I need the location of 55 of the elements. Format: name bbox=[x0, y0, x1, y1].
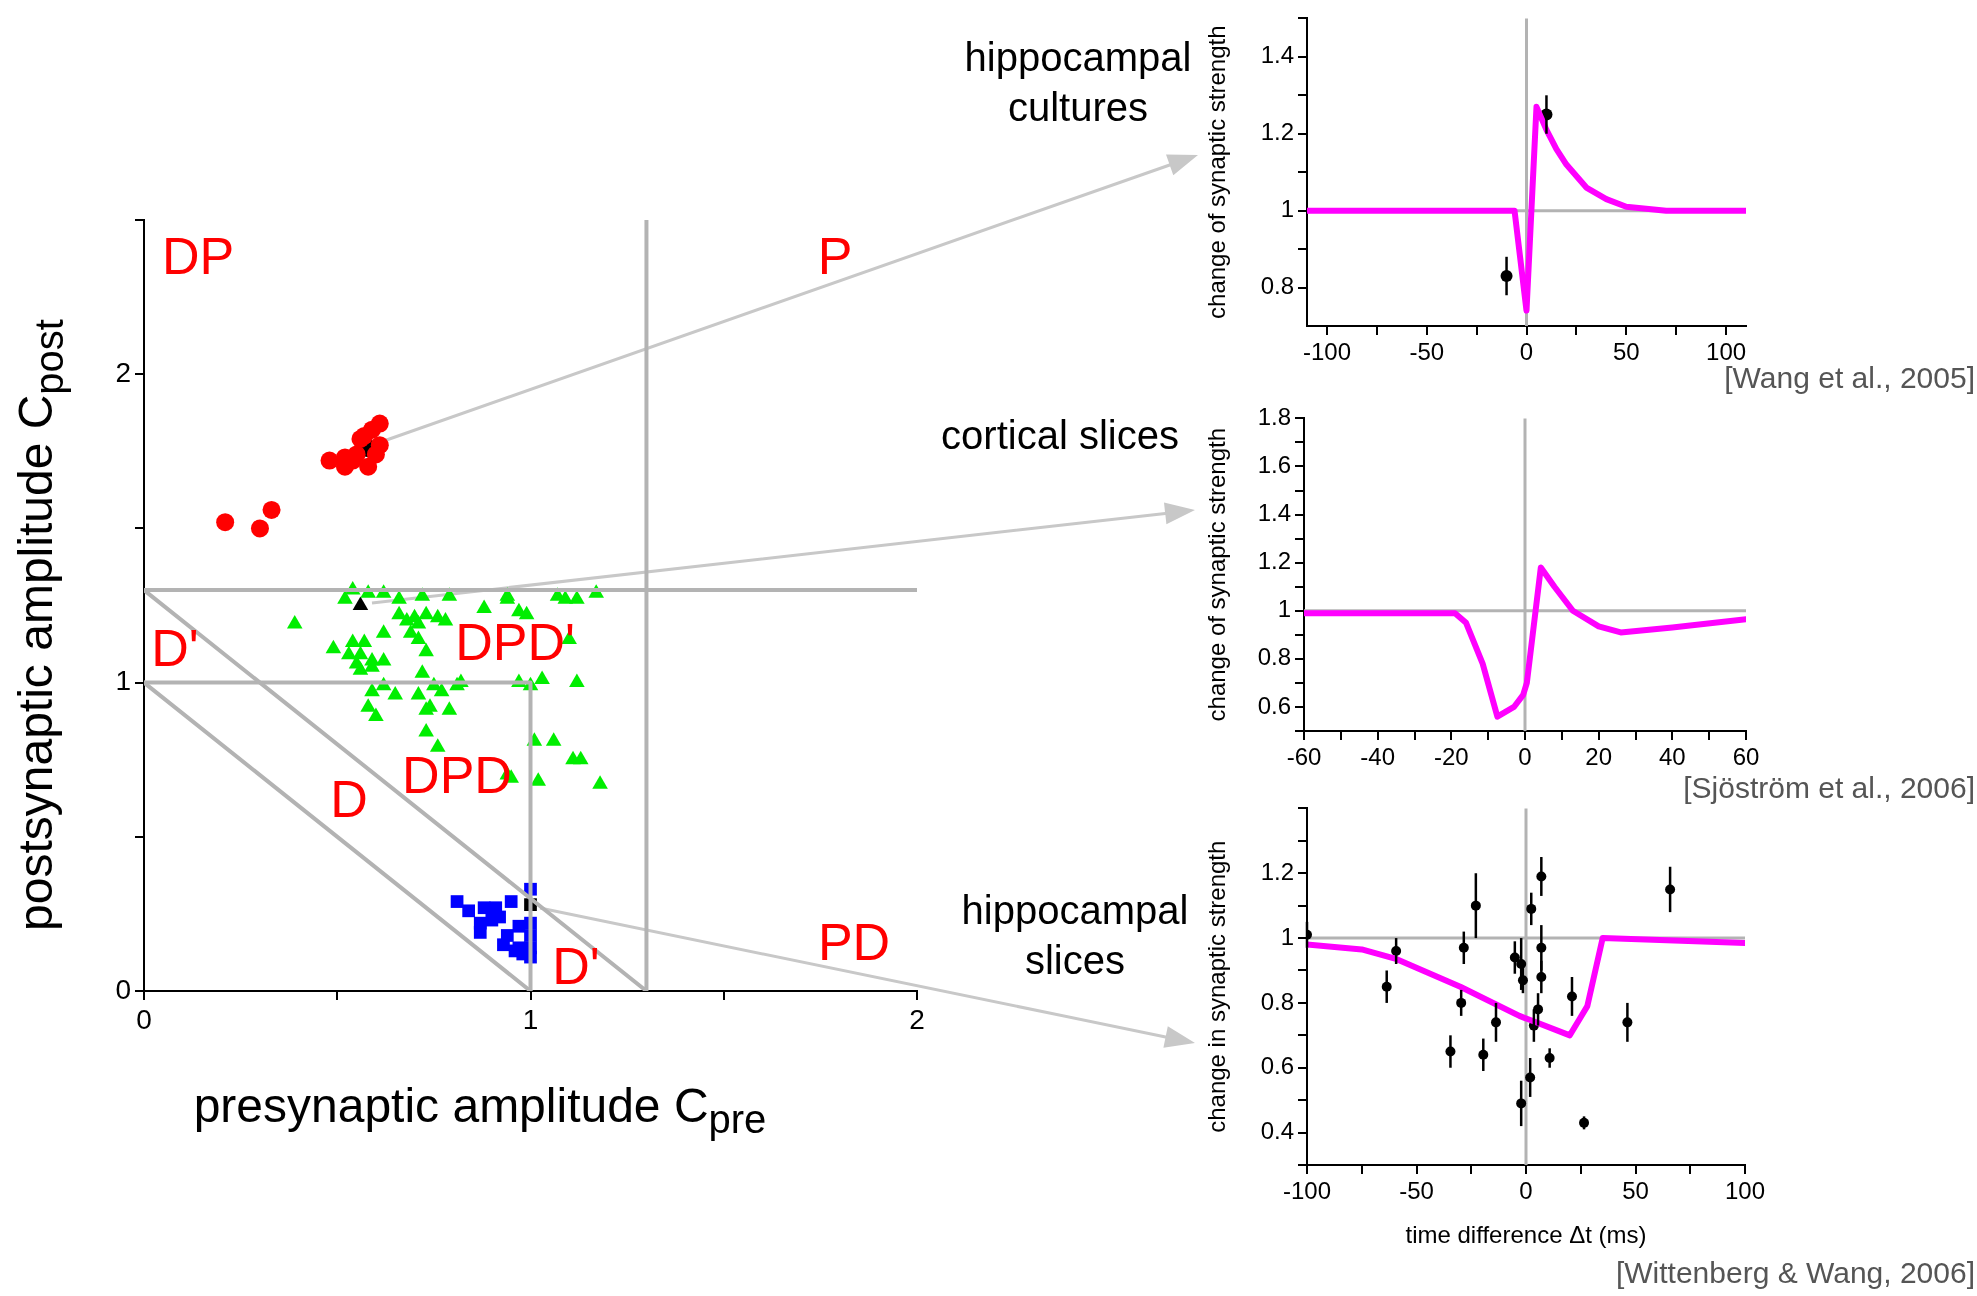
x-tick-label: 100 bbox=[1724, 1177, 1766, 1205]
y-tick-label: 1.4 bbox=[1257, 499, 1291, 527]
y-tick-label: 0.8 bbox=[1257, 643, 1291, 671]
x-tick-label: 60 bbox=[1732, 743, 1760, 771]
x-tick-label: 0 bbox=[1519, 1177, 1533, 1205]
x-axis-title: presynaptic amplitude C$_{pre}$ bbox=[193, 1078, 767, 1142]
x-tick-label: -100 bbox=[1302, 338, 1351, 366]
y-tick-label: 1.4 bbox=[1260, 41, 1294, 69]
y-tick-label: 1 bbox=[1277, 595, 1291, 623]
x-tick-label: 0 bbox=[1518, 743, 1532, 771]
x-tick-label: -60 bbox=[1286, 743, 1322, 771]
annotation: PD bbox=[817, 912, 891, 972]
annotation: DPD' bbox=[455, 612, 575, 672]
y-tick-label: 1.8 bbox=[1257, 403, 1291, 431]
y-axis-title: change of synaptic strength bbox=[1203, 25, 1231, 319]
y-tick-label: 0.6 bbox=[1260, 1052, 1294, 1080]
y-tick-label: 0.4 bbox=[1260, 1117, 1294, 1145]
annotation: P bbox=[817, 226, 853, 286]
x-tick-label: -100 bbox=[1282, 1177, 1332, 1205]
x-tick-label: 40 bbox=[1658, 743, 1686, 771]
x-axis-title: time difference Δt (ms) bbox=[1405, 1221, 1647, 1249]
text: [Sjöström et al., 2006] bbox=[1683, 771, 1975, 805]
y-tick-label: 0.6 bbox=[1257, 691, 1291, 719]
y-tick-label: 0 bbox=[115, 973, 131, 1005]
y-tick-label: 1 bbox=[1280, 195, 1294, 223]
annotation: D' bbox=[151, 618, 199, 678]
y-tick-label: 1.2 bbox=[1260, 857, 1294, 885]
text: hippocampal cultures bbox=[964, 35, 1192, 129]
annotation: DPD bbox=[402, 745, 512, 805]
text: hippocampal slices bbox=[960, 887, 1190, 984]
x-tick-label: -20 bbox=[1433, 743, 1469, 771]
chart-title: cortical slices bbox=[940, 412, 1180, 459]
y-tick-label: 0.8 bbox=[1260, 272, 1294, 300]
x-tick-label: 20 bbox=[1585, 743, 1613, 771]
x-tick-label: 1 bbox=[522, 1003, 539, 1035]
x-tick-label: 50 bbox=[1612, 338, 1640, 366]
text: [Wittenberg & Wang, 2006] bbox=[1615, 1256, 1975, 1290]
x-tick-label: -50 bbox=[1409, 338, 1445, 366]
y-tick-label: 0.8 bbox=[1260, 987, 1294, 1015]
x-tick-label: 50 bbox=[1622, 1177, 1649, 1205]
y-tick-label: 1.6 bbox=[1257, 451, 1291, 479]
x-tick-label: 0 bbox=[1519, 338, 1534, 366]
annotation: DP bbox=[161, 226, 235, 286]
y-axis-title: change in synaptic strength bbox=[1203, 840, 1231, 1133]
annotation: D bbox=[330, 769, 368, 829]
x-tick-label: 2 bbox=[909, 1003, 925, 1035]
x-tick-label: 0 bbox=[136, 1003, 152, 1035]
y-tick-label: 1 bbox=[1280, 922, 1294, 950]
x-tick-label: -40 bbox=[1360, 743, 1396, 771]
x-tick-label: -50 bbox=[1399, 1177, 1434, 1205]
y-axis-title: change of synaptic strength bbox=[1203, 427, 1231, 722]
y-tick-label: 1.2 bbox=[1260, 118, 1294, 146]
y-tick-label: 1 bbox=[115, 665, 131, 697]
y-tick-label: 1.2 bbox=[1257, 547, 1291, 575]
annotation: D' bbox=[552, 936, 600, 996]
